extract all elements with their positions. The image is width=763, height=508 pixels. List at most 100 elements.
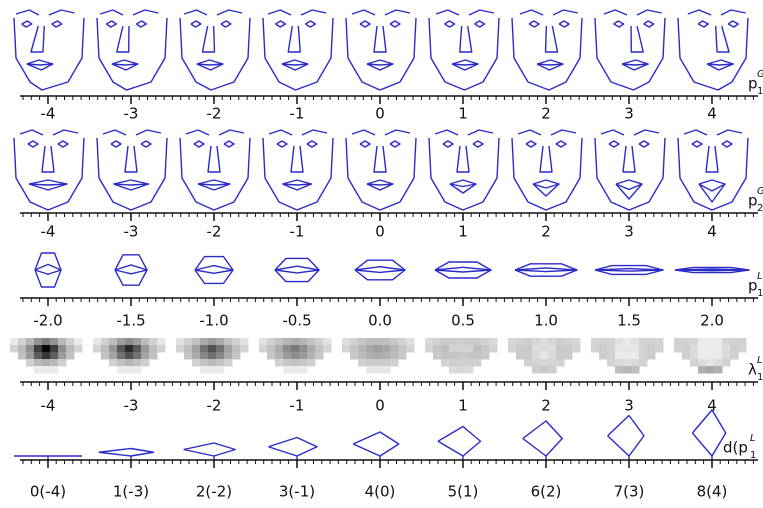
pixel (540, 338, 549, 346)
eye (692, 141, 702, 147)
pixel (358, 359, 367, 367)
eye (52, 21, 62, 27)
pixel (157, 345, 166, 353)
tick-label: -4 (41, 397, 56, 415)
eye (475, 21, 485, 27)
mouth-shape (275, 258, 319, 281)
pixel (433, 338, 442, 346)
pixel (34, 345, 43, 353)
pixel (473, 352, 482, 360)
pixel (200, 345, 209, 353)
tick-label: -4 (41, 223, 56, 241)
pixel (722, 338, 731, 346)
face-outline (429, 18, 499, 90)
axis-label-sup: L (757, 355, 763, 366)
eyebrow (136, 130, 161, 135)
eyebrow (436, 10, 459, 15)
pixel (441, 352, 450, 360)
axis-label-sup: L (757, 271, 763, 282)
pixel (382, 352, 391, 360)
pixel (508, 345, 517, 353)
pixel (358, 352, 367, 360)
eye (28, 141, 38, 147)
eye (443, 141, 453, 147)
mouth-shape (195, 257, 233, 284)
pixel (639, 338, 648, 346)
pixel (50, 352, 59, 360)
pixel (623, 352, 632, 360)
mouth-line (283, 184, 312, 185)
face-outline (14, 18, 84, 90)
pixel (117, 352, 126, 360)
pixel (540, 359, 549, 367)
pixel (26, 359, 35, 367)
pixel (532, 345, 541, 353)
pixel (508, 338, 517, 346)
pixel (26, 338, 35, 346)
pixel (50, 359, 59, 367)
tick-label: -3 (124, 223, 139, 241)
pixel (706, 352, 715, 360)
pixel (267, 338, 276, 346)
mouth-inner (115, 265, 147, 274)
nose (457, 146, 469, 172)
pixel (457, 338, 466, 346)
pixel (232, 352, 241, 360)
pixel (639, 345, 648, 353)
pixel (224, 345, 233, 353)
pixel (631, 352, 640, 360)
pixel (224, 338, 233, 346)
pixel (722, 345, 731, 353)
pixel (738, 338, 747, 346)
mouth-line (112, 64, 138, 65)
face-outline (14, 138, 84, 210)
pixel (615, 352, 624, 360)
pixel (34, 359, 43, 367)
eye (275, 21, 285, 27)
tick-label: 3(-1) (279, 483, 315, 501)
pixel (714, 338, 723, 346)
face-outline (595, 138, 665, 210)
pixel (117, 345, 126, 353)
pixel (730, 338, 739, 346)
eye (473, 141, 483, 147)
pixel (117, 366, 126, 374)
pixel (50, 366, 59, 374)
tick-label: 0 (375, 105, 385, 123)
eyebrow (721, 10, 746, 15)
eyebrow (520, 10, 543, 15)
tick-label: 0.0 (368, 312, 392, 330)
mouth-line (622, 64, 648, 65)
tick-label: 3 (624, 105, 634, 123)
pixel (457, 345, 466, 353)
diamond (353, 432, 399, 456)
mouth-shape (115, 255, 147, 285)
pixel (425, 338, 434, 346)
pixel (390, 352, 399, 360)
eye (614, 21, 624, 27)
pixel (382, 345, 391, 353)
eye (722, 141, 732, 147)
axis-label-sup: L (750, 433, 756, 444)
pixel (615, 359, 624, 367)
eye (136, 21, 146, 27)
pixel (101, 352, 110, 360)
pixel (548, 352, 557, 360)
pixel (208, 359, 217, 367)
mouth-line (367, 64, 393, 65)
face-outline (595, 18, 665, 90)
tick-label: 3 (624, 397, 634, 415)
nose (716, 26, 729, 52)
nose (208, 146, 220, 172)
pixel (655, 345, 664, 353)
eyebrow (553, 10, 578, 15)
pixel (572, 345, 581, 353)
mouth-line (114, 184, 149, 185)
pixel (607, 359, 616, 367)
nose (288, 26, 300, 52)
pixel (66, 352, 75, 360)
axis-label-sub: 1 (757, 86, 763, 97)
eyebrow (469, 10, 494, 15)
mouth-line (198, 184, 230, 185)
pixel (540, 366, 549, 374)
